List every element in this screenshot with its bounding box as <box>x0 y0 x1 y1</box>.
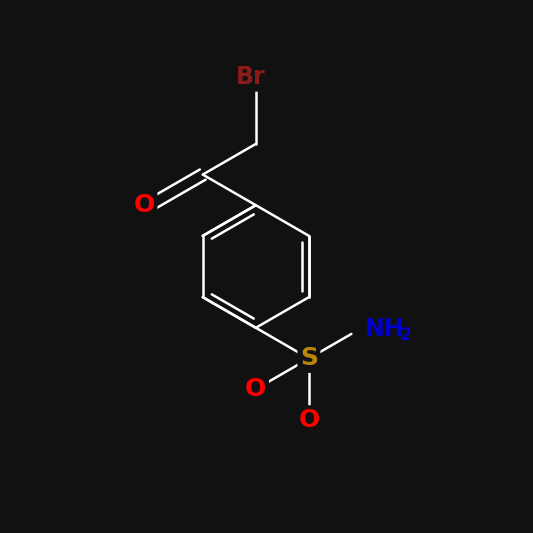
Text: O: O <box>245 377 266 401</box>
Text: Br: Br <box>236 65 265 90</box>
Text: NH: NH <box>365 317 404 341</box>
Text: S: S <box>300 346 318 370</box>
Text: O: O <box>298 408 320 432</box>
Text: 2: 2 <box>399 326 411 344</box>
Text: O: O <box>134 193 155 217</box>
